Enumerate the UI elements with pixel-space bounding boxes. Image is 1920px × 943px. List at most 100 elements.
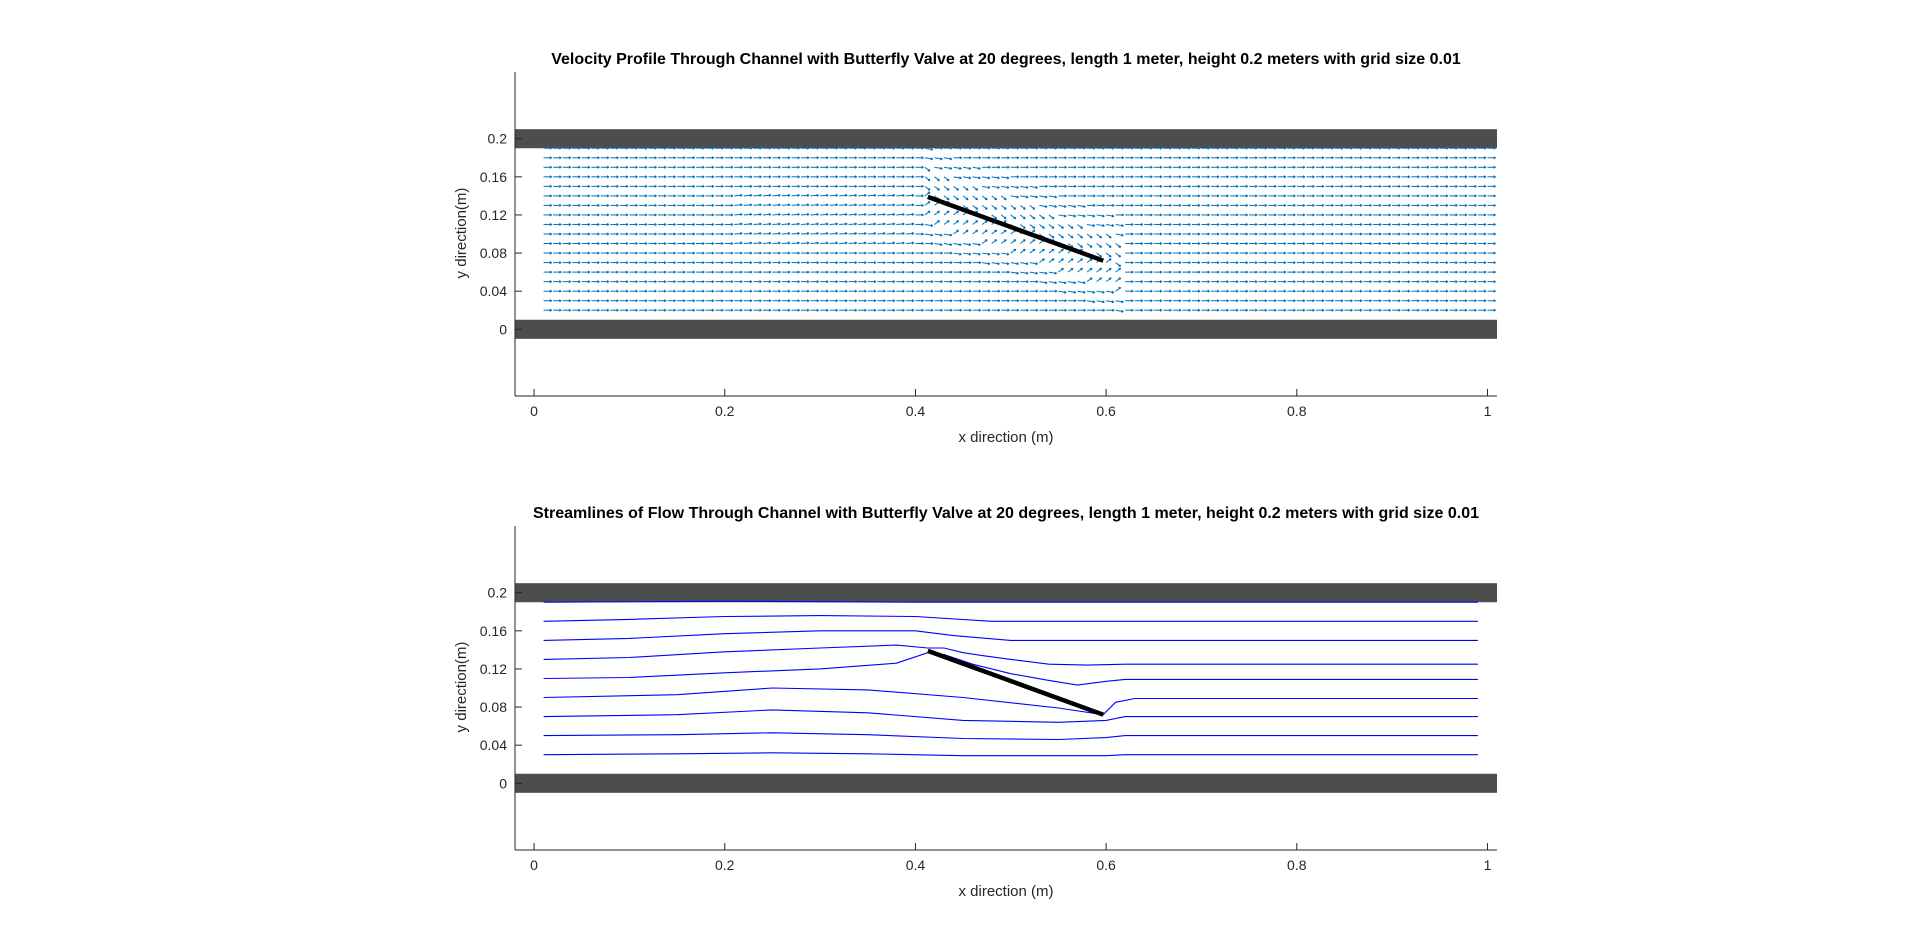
quiver-arrow	[1086, 277, 1093, 283]
quiver-arrow	[1315, 165, 1325, 169]
quiver-arrow	[1096, 290, 1105, 294]
quiver-arrow	[905, 251, 915, 255]
quiver-arrow	[1382, 299, 1391, 303]
quiver-arrow	[1230, 194, 1239, 198]
quiver-arrow	[1392, 222, 1401, 226]
quiver-arrow	[543, 175, 552, 179]
quiver-arrow	[1353, 289, 1363, 293]
quiver-arrow	[1019, 248, 1026, 254]
quiver-arrow	[953, 308, 962, 312]
quiver-arrow	[962, 195, 969, 201]
quiver-arrow	[1287, 261, 1296, 265]
quiver-arrow	[1210, 213, 1220, 217]
quiver-arrow	[543, 299, 552, 303]
quiver-arrow	[1268, 175, 1277, 179]
quiver-arrow	[1172, 299, 1182, 303]
quiver-arrow	[658, 308, 667, 312]
quiver-arrow	[1067, 299, 1077, 303]
quiver-arrow	[1029, 185, 1038, 189]
quiver-arrow	[1106, 203, 1115, 207]
quiver-arrow	[1249, 165, 1258, 169]
quiver-arrow	[848, 261, 858, 265]
quiver-arrow	[1067, 184, 1077, 188]
quiver-arrow	[1430, 156, 1439, 160]
quiver-arrow	[1477, 261, 1487, 265]
quiver-arrow	[1039, 258, 1045, 263]
quiver-arrow	[1315, 213, 1325, 217]
quiver-arrow	[1029, 289, 1039, 293]
quiver-arrow	[619, 184, 629, 188]
quiver-arrow	[1306, 270, 1315, 274]
quiver-arrow	[820, 184, 829, 188]
quiver-arrow	[791, 308, 800, 312]
quiver-arrow	[638, 299, 648, 303]
quiver-arrow	[1401, 308, 1411, 312]
quiver-arrow	[1182, 184, 1191, 188]
quiver-arrow	[724, 242, 734, 246]
quiver-arrow	[1020, 175, 1029, 179]
quiver-arrow	[1373, 261, 1382, 265]
quiver-arrow	[1125, 156, 1134, 160]
quiver-arrow	[619, 222, 629, 226]
quiver-arrow	[1449, 146, 1458, 150]
quiver-arrow	[924, 308, 934, 312]
quiver-arrow	[972, 252, 981, 256]
quiver-arrow	[667, 270, 676, 274]
quiver-arrow	[1382, 280, 1391, 284]
quiver-arrow	[591, 242, 600, 246]
quiver-arrow	[1449, 242, 1458, 246]
quiver-arrow	[781, 289, 791, 293]
quiver-arrow	[1096, 184, 1105, 188]
quiver-arrow	[1172, 308, 1182, 312]
quiver-arrow	[543, 222, 552, 226]
quiver-arrow	[743, 184, 753, 188]
quiver-arrow	[1163, 299, 1172, 303]
quiver-arrow	[982, 270, 991, 274]
quiver-arrow	[629, 251, 638, 255]
quiver-arrow	[1353, 308, 1363, 312]
quiver-arrow	[982, 146, 991, 150]
quiver-arrow	[963, 243, 972, 247]
quiver-arrow	[667, 289, 676, 293]
quiver-arrow	[1010, 271, 1019, 275]
quiver-arrow	[1363, 242, 1372, 246]
quiver-arrow	[648, 213, 657, 217]
quiver-arrow	[1163, 242, 1172, 246]
quiver-arrow	[1153, 308, 1163, 312]
quiver-arrow	[1048, 258, 1055, 263]
quiver-arrow	[1201, 203, 1210, 207]
quiver-arrow	[1163, 213, 1172, 217]
quiver-arrow	[1487, 213, 1496, 217]
quiver-arrow	[1268, 261, 1277, 265]
quiver-arrow	[591, 156, 600, 160]
quiver-arrow	[982, 156, 991, 160]
quiver-arrow	[1344, 270, 1353, 274]
quiver-arrow	[1287, 270, 1296, 274]
quiver-arrow	[1363, 184, 1372, 188]
quiver-arrow	[867, 184, 877, 188]
quiver-arrow	[581, 165, 591, 169]
quiver-arrow	[1258, 194, 1267, 198]
quiver-arrow	[1134, 213, 1144, 217]
quiver-arrow	[877, 270, 886, 274]
quiver-arrow	[1106, 146, 1115, 150]
quiver-valve-plate	[927, 194, 1105, 263]
quiver-arrow	[696, 146, 705, 150]
quiver-arrow	[1230, 156, 1239, 160]
quiver-arrow	[562, 251, 572, 255]
quiver-arrow	[743, 203, 753, 207]
quiver-arrow	[715, 251, 724, 255]
quiver-arrow	[781, 193, 791, 197]
quiver-arrow	[1487, 194, 1496, 198]
quiver-arrow	[591, 232, 600, 236]
quiver-arrow	[591, 165, 600, 169]
quiver-arrow	[972, 243, 981, 247]
quiver-arrow	[820, 241, 829, 245]
quiver-arrow	[1334, 222, 1344, 226]
quiver-arrow	[562, 280, 572, 284]
quiver-arrow	[753, 222, 762, 226]
quiver-arrow	[696, 184, 705, 188]
quiver-arrow	[1144, 156, 1153, 160]
quiver-arrow	[724, 308, 734, 312]
quiver-arrow	[1067, 204, 1077, 208]
